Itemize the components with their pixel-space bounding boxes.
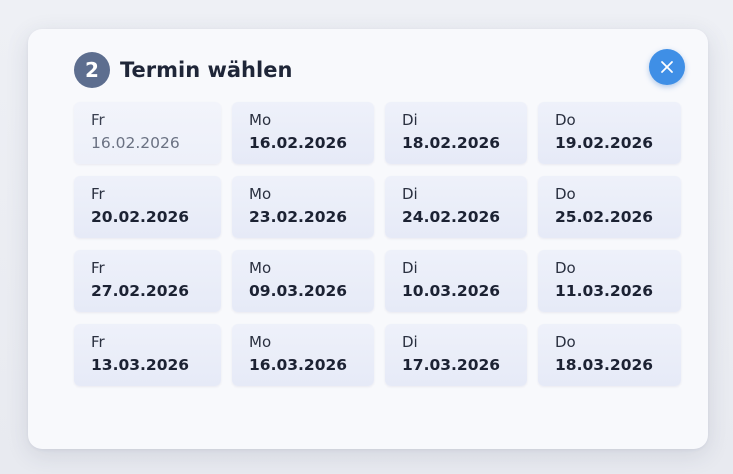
slot-date: 17.03.2026 [402, 356, 501, 374]
slot-day: Fr [91, 259, 105, 277]
slot-date: 19.02.2026 [555, 134, 654, 152]
slot-day: Mo [249, 259, 272, 277]
slot-date: 25.02.2026 [555, 208, 654, 226]
slot-day: Mo [249, 185, 272, 203]
slot-card[interactable]: Mo 16.03.2026 [232, 324, 374, 386]
slot-card[interactable]: Mo 16.02.2026 [232, 102, 374, 164]
slot-day: Di [402, 259, 418, 277]
appointment-slot-grid: Fr 16.02.2026 Mo 16.02.2026 Di 18.02.202… [74, 102, 681, 386]
slot-day: Do [555, 185, 576, 203]
slot-date: 24.02.2026 [402, 208, 501, 226]
slot-date: 16.03.2026 [249, 356, 348, 374]
slot-card[interactable]: Mo 23.02.2026 [232, 176, 374, 238]
slot-date: 27.02.2026 [91, 282, 190, 300]
slot-date: 18.02.2026 [402, 134, 501, 152]
slot-card[interactable]: Di 24.02.2026 [385, 176, 527, 238]
slot-card[interactable]: Do 11.03.2026 [538, 250, 681, 312]
slot-date: 16.02.2026 [91, 134, 180, 152]
close-button[interactable] [649, 49, 685, 85]
slot-day: Do [555, 333, 576, 351]
slot-day: Di [402, 333, 418, 351]
close-icon [661, 61, 673, 73]
slot-day: Mo [249, 333, 272, 351]
slot-date: 23.02.2026 [249, 208, 348, 226]
slot-day: Fr [91, 111, 105, 129]
dialog-title: Termin wählen [120, 58, 293, 82]
slot-day: Do [555, 111, 576, 129]
slot-card[interactable]: Fr 27.02.2026 [74, 250, 221, 312]
slot-date: 10.03.2026 [402, 282, 501, 300]
slot-day: Do [555, 259, 576, 277]
slot-day: Di [402, 185, 418, 203]
slot-date: 18.03.2026 [555, 356, 654, 374]
slot-day: Fr [91, 185, 105, 203]
slot-card[interactable]: Do 18.03.2026 [538, 324, 681, 386]
slot-date: 11.03.2026 [555, 282, 654, 300]
slot-card[interactable]: Di 18.02.2026 [385, 102, 527, 164]
slot-card[interactable]: Di 17.03.2026 [385, 324, 527, 386]
slot-date: 09.03.2026 [249, 282, 348, 300]
slot-card[interactable]: Do 19.02.2026 [538, 102, 681, 164]
slot-day: Mo [249, 111, 272, 129]
slot-date: 13.03.2026 [91, 356, 190, 374]
slot-date: 20.02.2026 [91, 208, 190, 226]
slot-card[interactable]: Fr 20.02.2026 [74, 176, 221, 238]
slot-card[interactable]: Fr 13.03.2026 [74, 324, 221, 386]
slot-card[interactable]: Di 10.03.2026 [385, 250, 527, 312]
slot-card: Fr 16.02.2026 [74, 102, 221, 164]
slot-card[interactable]: Do 25.02.2026 [538, 176, 681, 238]
slot-date: 16.02.2026 [249, 134, 348, 152]
step-badge: 2 [74, 52, 110, 88]
appointment-dialog: 2 Termin wählen Fr 16.02.2026 Mo 16.02.2… [28, 29, 708, 449]
slot-day: Fr [91, 333, 105, 351]
slot-card[interactable]: Mo 09.03.2026 [232, 250, 374, 312]
slot-day: Di [402, 111, 418, 129]
